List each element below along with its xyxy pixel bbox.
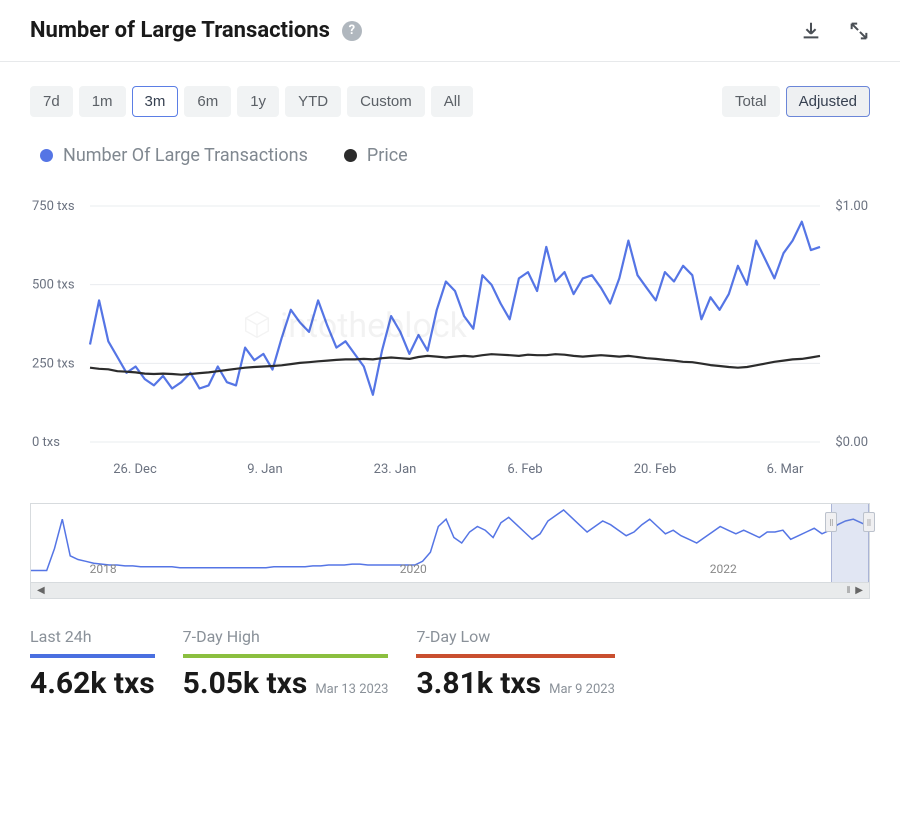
range-custom[interactable]: Custom [347,86,425,117]
legend-dot-icon [40,149,53,162]
x-axis-tick: 9. Jan [200,462,330,477]
legend-dot-icon [344,149,357,162]
chart-header: Number of Large Transactions ? [0,0,900,62]
x-axis-tick: 23. Jan [330,462,460,477]
header-actions [800,20,870,42]
x-axis-tick: 26. Dec [70,462,200,477]
range-1y[interactable]: 1y [237,86,279,117]
expand-icon[interactable] [848,20,870,42]
legend-item[interactable]: Price [344,145,408,166]
x-axis-tick: 6. Feb [460,462,590,477]
overview-chart-wrap: 201820202022 |||| ◀ ⫴ ▶ [0,477,900,599]
stat-value: 5.05k txs [183,666,308,701]
legend-label: Number Of Large Transactions [63,145,308,166]
scroll-left-icon[interactable]: ◀ [33,585,49,596]
download-icon[interactable] [800,20,822,42]
main-chart-svg: 0 txs 250 txs 500 txs 750 txs $0.00 $1.00 [30,196,870,456]
stat-date: Mar 9 2023 [549,682,615,697]
chart-legend: Number Of Large Transactions Price [0,117,900,178]
overview-chart-svg [31,504,869,582]
range-7d[interactable]: 7d [30,86,73,117]
range-6m[interactable]: 6m [184,86,231,117]
title-wrap: Number of Large Transactions ? [30,18,362,43]
mode-adjusted[interactable]: Adjusted [786,86,870,117]
svg-text:500 txs: 500 txs [32,278,75,293]
mode-group: TotalAdjusted [722,86,870,117]
time-range-group: 7d1m3m6m1yYTDCustomAll [30,86,473,117]
svg-text:750 txs: 750 txs [32,199,75,214]
legend-label: Price [367,145,408,166]
svg-text:$1.00: $1.00 [835,199,868,214]
stat-label: 7-Day Low [416,627,614,658]
x-axis-labels: 26. Dec9. Jan23. Jan6. Feb20. Feb6. Mar [0,456,900,477]
overview-year-label: 2018 [90,562,117,576]
range-all[interactable]: All [431,86,474,117]
controls-row: 7d1m3m6m1yYTDCustomAll TotalAdjusted [0,62,900,117]
legend-item[interactable]: Number Of Large Transactions [40,145,308,166]
stat-block: Last 24h 4.62k txs [30,627,155,701]
page-title: Number of Large Transactions [30,18,330,43]
svg-text:$0.00: $0.00 [835,435,868,450]
svg-text:0 txs: 0 txs [32,435,60,450]
range-ytd[interactable]: YTD [285,86,341,117]
main-chart-area: 0 txs250 txs500 txs750 txs$0.00$1.00 int… [0,178,900,456]
overview-year-label: 2022 [710,562,737,576]
scroll-right-icon[interactable]: ▶ [851,585,867,596]
stat-label: 7-Day High [183,627,389,658]
range-3m[interactable]: 3m [132,86,179,117]
main-chart[interactable]: 0 txs250 txs500 txs750 txs$0.00$1.00 int… [30,196,870,456]
svg-text:250 txs: 250 txs [32,356,75,371]
x-axis-tick: 6. Mar [720,462,850,477]
help-icon[interactable]: ? [342,21,362,41]
overview-chart[interactable]: 201820202022 |||| [30,503,870,583]
range-1m[interactable]: 1m [79,86,126,117]
stat-value: 3.81k txs [416,666,541,701]
summary-stats: Last 24h 4.62k txs 7-Day High 5.05k txs Mar … [0,599,900,701]
overview-year-label: 2020 [400,562,427,576]
x-axis-tick: 20. Feb [590,462,720,477]
stat-block: 7-Day Low 3.81k txs Mar 9 2023 [416,627,614,701]
stat-block: 7-Day High 5.05k txs Mar 13 2023 [183,627,389,701]
stat-date: Mar 13 2023 [315,682,388,697]
stat-value: 4.62k txs [30,666,155,701]
mode-total[interactable]: Total [722,86,780,117]
overview-grip-left[interactable]: || [825,512,837,532]
stat-label: Last 24h [30,627,155,658]
overview-grip-right[interactable]: || [863,512,875,532]
